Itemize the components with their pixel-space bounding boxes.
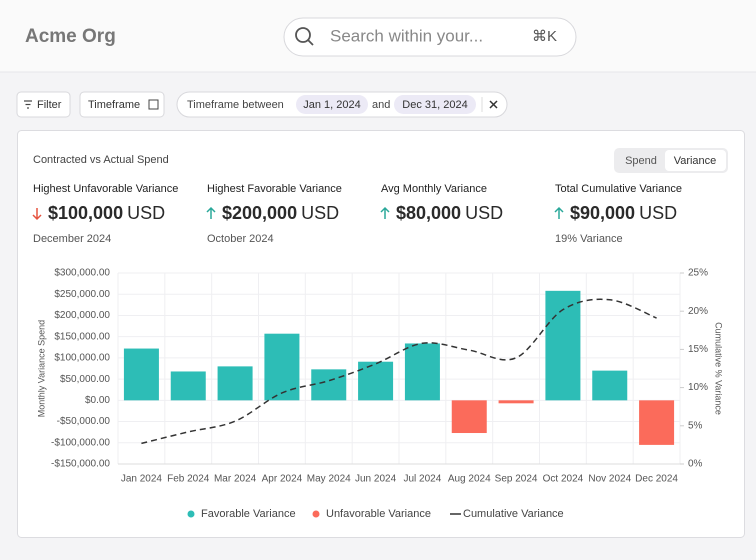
chip-end: Dec 31, 2024 bbox=[402, 99, 467, 111]
y-tick-label: $300,000.00 bbox=[54, 268, 110, 279]
y-tick-label: $0.00 bbox=[85, 395, 110, 406]
x-tick-label: Aug 2024 bbox=[448, 474, 491, 485]
x-tick-label: Mar 2024 bbox=[214, 474, 257, 485]
y2-tick-label: 20% bbox=[688, 306, 708, 317]
y-tick-label: $150,000.00 bbox=[54, 331, 110, 342]
stat-unit: USD bbox=[301, 203, 339, 223]
x-tick-label: May 2024 bbox=[307, 474, 351, 485]
y-tick-label: -$150,000.00 bbox=[51, 459, 110, 470]
toggle-selected bbox=[665, 150, 726, 171]
x-tick-label: Feb 2024 bbox=[167, 474, 210, 485]
stat-label: Highest Favorable Variance bbox=[207, 183, 342, 195]
y2-tick-label: 0% bbox=[688, 459, 703, 470]
card-title: Contracted vs Actual Spend bbox=[33, 154, 169, 166]
bar bbox=[264, 333, 300, 401]
calendar-icon bbox=[148, 99, 159, 110]
stat-note: 19% Variance bbox=[555, 233, 623, 245]
filter-icon bbox=[24, 100, 32, 109]
x-tick-label: Jun 2024 bbox=[355, 474, 397, 485]
legend-label: Favorable Variance bbox=[201, 508, 296, 520]
stat-value: $200,000 bbox=[222, 203, 297, 223]
toggle-option[interactable]: Spend bbox=[625, 155, 657, 167]
x-tick-label: Apr 2024 bbox=[262, 474, 303, 485]
line bbox=[141, 298, 657, 445]
stat-unit: USD bbox=[465, 203, 503, 223]
stat-note: October 2024 bbox=[207, 233, 274, 245]
search-icon bbox=[295, 27, 311, 43]
legend-label: Unfavorable Variance bbox=[326, 508, 431, 520]
org-name[interactable]: Acme Org bbox=[25, 26, 116, 47]
timeframe-button[interactable] bbox=[79, 91, 165, 118]
bar bbox=[592, 370, 628, 401]
chip-start: Jan 1, 2024 bbox=[303, 99, 361, 111]
y-tick-label: $200,000.00 bbox=[54, 310, 110, 321]
y2-axis-label: Cumulative % Variance bbox=[714, 322, 724, 415]
stat-value: $80,000 bbox=[396, 203, 461, 223]
bar bbox=[498, 400, 534, 404]
bar bbox=[170, 371, 206, 401]
chip-joiner: and bbox=[372, 99, 390, 111]
chip-start-bg bbox=[296, 95, 368, 114]
bar bbox=[123, 348, 159, 401]
y2-tick-label: 10% bbox=[688, 382, 708, 393]
shortcut: ⌘K bbox=[532, 28, 557, 45]
stat-arrows bbox=[32, 206, 564, 221]
y2-tick-label: 15% bbox=[688, 344, 708, 355]
bar bbox=[358, 361, 394, 401]
legend-swatch bbox=[312, 510, 320, 518]
stat-label: Avg Monthly Variance bbox=[381, 183, 487, 195]
chip-label: Timeframe between bbox=[187, 99, 284, 111]
chip-close[interactable] bbox=[489, 100, 498, 109]
stat-label: Total Cumulative Variance bbox=[555, 183, 682, 195]
bar bbox=[217, 366, 253, 401]
legend-swatch bbox=[187, 510, 195, 518]
x-tick-label: Jul 2024 bbox=[404, 474, 442, 485]
stat-note: December 2024 bbox=[33, 233, 111, 245]
bar bbox=[404, 343, 440, 401]
chip-end-bg bbox=[394, 95, 476, 114]
y-tick-label: -$50,000.00 bbox=[57, 416, 111, 427]
y-tick-label: -$100,000.00 bbox=[51, 437, 110, 448]
bar bbox=[545, 290, 581, 401]
legend-label: Cumulative Variance bbox=[463, 508, 564, 520]
y-tick-label: $250,000.00 bbox=[54, 289, 110, 300]
search-placeholder: Search within your... bbox=[330, 26, 483, 45]
chart-card bbox=[17, 130, 745, 538]
search-icon-handle bbox=[307, 39, 314, 46]
y-tick-label: $50,000.00 bbox=[60, 374, 110, 385]
search-box[interactable] bbox=[283, 17, 577, 57]
stat-unit: USD bbox=[127, 203, 165, 223]
x-tick-label: Dec 2024 bbox=[635, 474, 678, 485]
toggle-option[interactable]: Variance bbox=[674, 155, 717, 167]
bar bbox=[451, 400, 487, 434]
bar bbox=[639, 400, 675, 445]
x-tick-label: Jan 2024 bbox=[121, 474, 163, 485]
stat-value: $90,000 bbox=[570, 203, 635, 223]
timeframe-label: Timeframe bbox=[88, 99, 140, 111]
filter-label: Filter bbox=[37, 99, 62, 111]
y2-tick-label: 25% bbox=[688, 268, 708, 279]
stat-unit: USD bbox=[639, 203, 677, 223]
bar bbox=[311, 369, 347, 401]
x-tick-label: Oct 2024 bbox=[543, 474, 584, 485]
y2-tick-label: 5% bbox=[688, 420, 703, 431]
x-tick-label: Sep 2024 bbox=[495, 474, 538, 485]
stat-value: $100,000 bbox=[48, 203, 123, 223]
y-tick-label: $100,000.00 bbox=[54, 353, 110, 364]
stat-label: Highest Unfavorable Variance bbox=[33, 183, 178, 195]
x-tick-label: Nov 2024 bbox=[588, 474, 631, 485]
filter-button[interactable] bbox=[16, 91, 71, 118]
y-axis-label: Monthly Variance Spend bbox=[36, 320, 46, 417]
